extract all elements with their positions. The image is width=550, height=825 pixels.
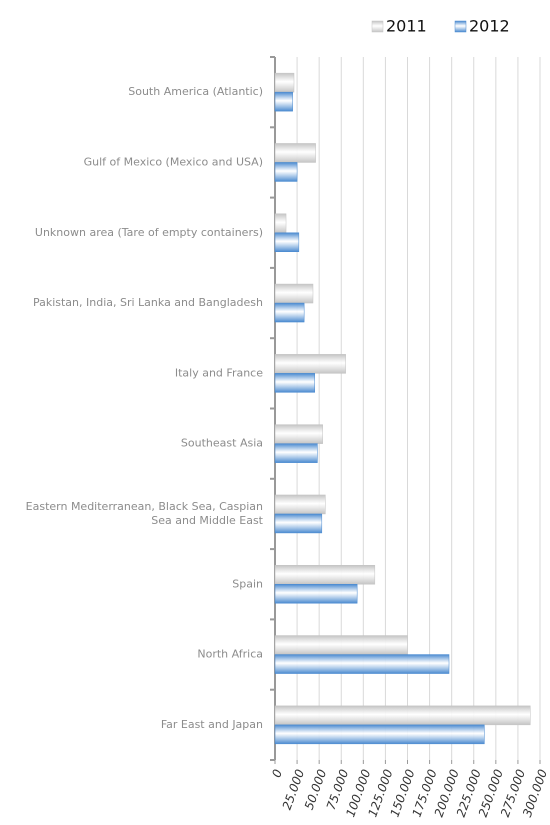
bar — [274, 705, 531, 726]
bar — [274, 373, 315, 393]
category-label: Italy and France — [175, 366, 263, 379]
bar — [274, 424, 323, 444]
bar — [274, 91, 293, 112]
bar — [274, 302, 305, 323]
bar — [274, 584, 358, 604]
bar — [274, 513, 323, 534]
bar — [274, 213, 287, 233]
legend-swatch — [371, 20, 384, 33]
category-label: North Africa — [197, 648, 263, 661]
category-label: Spain — [232, 577, 263, 590]
legend-label: 2011 — [386, 17, 427, 36]
bar — [274, 565, 376, 585]
bar — [274, 635, 408, 655]
category-label: Eastern Mediterranean, Black Sea, Caspia… — [26, 500, 264, 527]
bar — [274, 494, 326, 515]
legend-label: 2012 — [469, 17, 510, 36]
bar — [274, 443, 318, 463]
bar — [274, 283, 314, 304]
category-label: Southeast Asia — [181, 437, 263, 450]
category-label: South America (Atlantic) — [128, 85, 263, 98]
bar — [274, 162, 298, 182]
bar — [274, 232, 300, 252]
bar — [274, 354, 346, 374]
bar — [274, 143, 316, 163]
category-label: Gulf of Mexico (Mexico and USA) — [84, 155, 263, 168]
category-label: Unknown area (Tare of empty containers) — [35, 226, 263, 239]
bar — [274, 654, 450, 674]
x-tick-label: 0 — [269, 767, 285, 779]
legend-swatch — [454, 20, 467, 33]
category-label: Pakistan, India, Sri Lanka and Banglades… — [33, 296, 263, 309]
category-label: Far East and Japan — [161, 718, 263, 731]
bar — [274, 724, 485, 745]
bar — [274, 72, 295, 93]
